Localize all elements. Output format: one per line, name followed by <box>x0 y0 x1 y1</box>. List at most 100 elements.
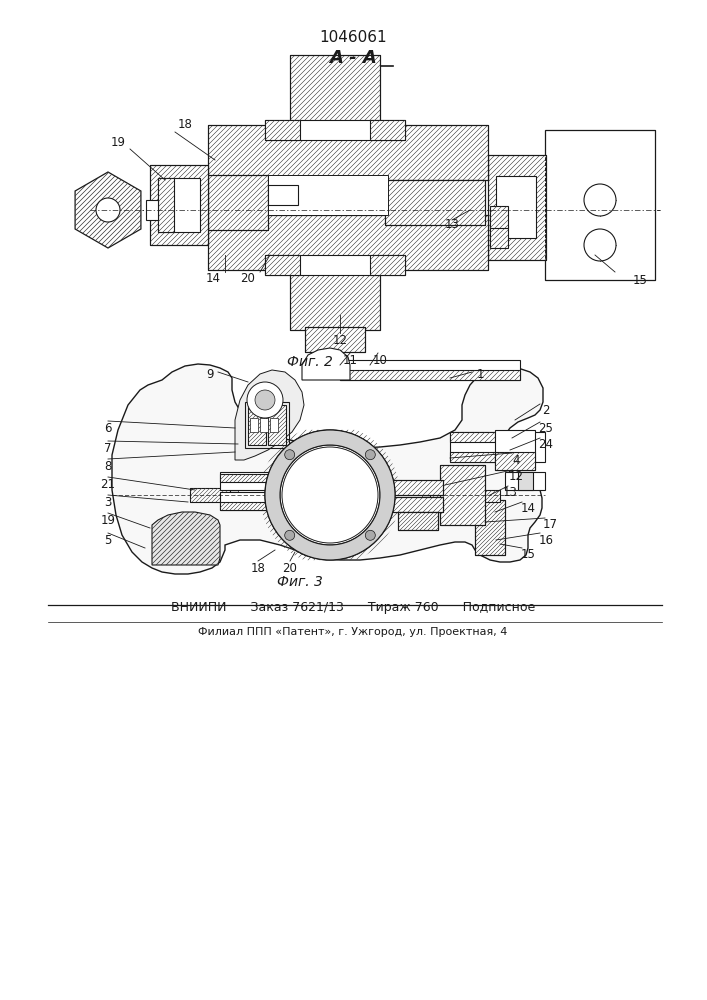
Bar <box>475 500 505 555</box>
Circle shape <box>247 382 283 418</box>
Bar <box>450 432 545 462</box>
Polygon shape <box>75 172 141 248</box>
Bar <box>430 488 470 502</box>
Bar <box>370 120 405 140</box>
Text: 18: 18 <box>250 562 265 574</box>
Bar <box>488 155 546 260</box>
Bar <box>208 215 488 270</box>
Text: 19: 19 <box>110 135 126 148</box>
Bar <box>290 55 380 125</box>
Text: ВНИИПИ      Заказ 7621/13      Тираж 760      Подписное: ВНИИПИ Заказ 7621/13 Тираж 760 Подписное <box>171 601 535 614</box>
Bar <box>150 165 208 245</box>
Text: Фиг. 2: Фиг. 2 <box>287 355 333 369</box>
Bar <box>518 472 533 490</box>
Bar <box>220 474 270 482</box>
Bar <box>388 497 443 512</box>
Bar <box>545 130 655 280</box>
Text: 25: 25 <box>539 422 554 434</box>
Bar <box>290 260 380 330</box>
Bar <box>208 215 488 270</box>
Circle shape <box>285 450 295 460</box>
Bar <box>545 130 655 280</box>
Polygon shape <box>302 348 350 380</box>
Bar <box>290 260 380 330</box>
Bar <box>388 480 443 495</box>
Text: 15: 15 <box>520 548 535 562</box>
Bar <box>290 55 380 125</box>
Bar <box>245 402 289 448</box>
Circle shape <box>285 530 295 540</box>
Bar <box>340 360 520 380</box>
Text: 11: 11 <box>342 354 358 366</box>
Bar <box>268 175 388 215</box>
Bar <box>340 370 520 380</box>
Text: 1046061: 1046061 <box>319 30 387 45</box>
Text: Филиал ППП «Патент», г. Ужгород, ул. Проектная, 4: Филиал ППП «Патент», г. Ужгород, ул. Про… <box>198 627 508 637</box>
Bar <box>265 120 300 140</box>
Text: 9: 9 <box>206 368 214 381</box>
Bar <box>388 497 443 512</box>
Bar <box>450 432 495 442</box>
Bar <box>495 452 535 470</box>
Text: 7: 7 <box>104 442 112 454</box>
Bar <box>440 465 485 525</box>
Circle shape <box>584 229 616 261</box>
Bar <box>150 165 208 245</box>
Bar <box>305 327 365 352</box>
Bar <box>505 472 545 490</box>
Bar <box>268 185 298 205</box>
Text: 6: 6 <box>104 422 112 434</box>
Bar <box>440 465 485 525</box>
Bar <box>250 418 258 432</box>
Bar <box>480 490 500 502</box>
Circle shape <box>366 450 375 460</box>
Text: 2: 2 <box>542 403 550 416</box>
Bar <box>398 512 438 530</box>
Text: 15: 15 <box>633 273 648 286</box>
Bar <box>496 176 536 238</box>
Text: 14: 14 <box>520 502 535 514</box>
Bar <box>265 120 405 140</box>
Text: 5: 5 <box>105 534 112 546</box>
Text: 17: 17 <box>542 518 558 530</box>
Circle shape <box>265 430 395 560</box>
Circle shape <box>584 184 616 216</box>
Text: 10: 10 <box>373 354 387 366</box>
Bar <box>450 452 495 462</box>
Text: 21: 21 <box>100 478 115 490</box>
Bar <box>220 492 270 510</box>
Bar <box>190 488 230 502</box>
Bar <box>238 490 422 500</box>
Polygon shape <box>235 370 304 460</box>
Bar <box>220 502 270 510</box>
Text: 1: 1 <box>477 368 484 381</box>
Text: 8: 8 <box>105 460 112 473</box>
Bar <box>270 418 278 432</box>
Text: 13: 13 <box>445 219 460 232</box>
Bar <box>475 500 505 555</box>
Text: 14: 14 <box>206 271 221 284</box>
Bar <box>265 255 405 275</box>
Bar <box>190 488 470 502</box>
Text: Фиг. 3: Фиг. 3 <box>277 575 323 589</box>
Text: 12: 12 <box>332 334 348 347</box>
Text: 3: 3 <box>105 495 112 508</box>
Bar <box>388 480 443 495</box>
Bar <box>265 255 300 275</box>
Text: 18: 18 <box>177 118 192 131</box>
Circle shape <box>255 390 275 410</box>
Circle shape <box>96 198 120 222</box>
Bar <box>208 175 268 230</box>
Bar <box>370 255 405 275</box>
Text: 24: 24 <box>539 438 554 452</box>
Bar <box>158 178 174 232</box>
Bar <box>208 175 268 230</box>
Text: A - A: A - A <box>329 49 377 67</box>
Bar <box>385 180 485 225</box>
Text: 13: 13 <box>503 486 518 498</box>
Circle shape <box>282 447 378 543</box>
Text: 4: 4 <box>513 454 520 466</box>
Bar <box>495 430 535 470</box>
Text: 19: 19 <box>100 514 115 526</box>
Bar <box>146 200 158 220</box>
